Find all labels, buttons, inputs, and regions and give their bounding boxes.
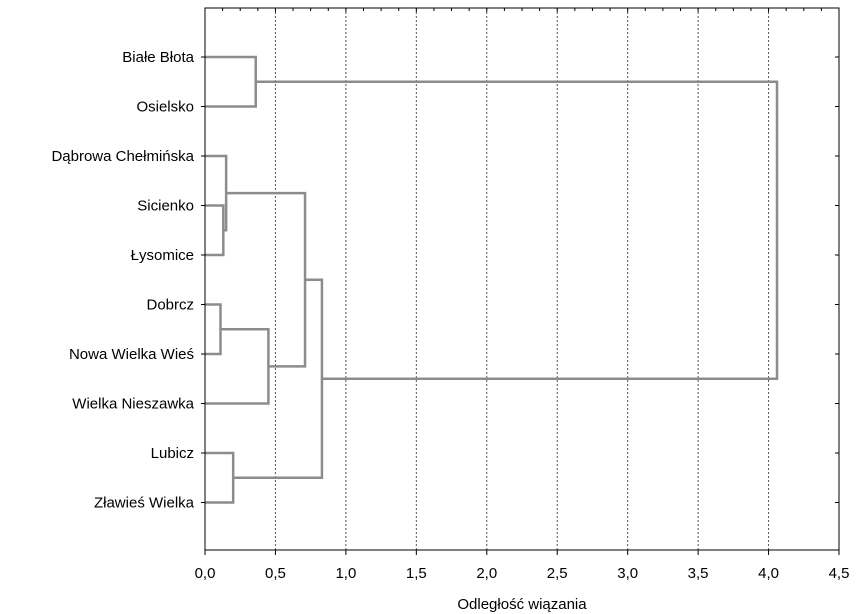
leaf-label: Zławieś Wielka bbox=[94, 495, 195, 512]
x-tick-label: 2,0 bbox=[476, 565, 497, 582]
leaf-label: Dobrcz bbox=[146, 297, 194, 314]
x-tick-label: 3,0 bbox=[617, 565, 638, 582]
x-tick-labels: 0,0 0,5 1,0 1,5 2,0 2,5 3,0 3,5 4,0 4,5 bbox=[195, 565, 850, 582]
x-axis-title: Odległość wiązania bbox=[457, 596, 587, 613]
plot-frame bbox=[204, 7, 840, 551]
merge-link bbox=[255, 80, 779, 380]
merge-link bbox=[205, 55, 257, 108]
leaf-labels: Białe Błota Osielsko Dąbrowa Chełmińska Sic… bbox=[51, 49, 194, 512]
axis-ticks bbox=[201, 8, 840, 555]
leaf-label: Wielka Nieszawka bbox=[72, 396, 194, 413]
x-tick-label: 0,5 bbox=[265, 565, 286, 582]
x-tick-label: 1,5 bbox=[406, 565, 427, 582]
x-tick-label: 4,5 bbox=[829, 565, 850, 582]
merge-link bbox=[205, 154, 228, 232]
merge-link bbox=[233, 278, 324, 479]
x-tick-label: 1,0 bbox=[335, 565, 356, 582]
leaf-label: Łysomice bbox=[131, 247, 194, 264]
leaf-label: Dąbrowa Chełmińska bbox=[51, 148, 194, 165]
merge-link bbox=[205, 451, 235, 504]
merge-link bbox=[205, 328, 270, 405]
x-tick-label: 3,5 bbox=[688, 565, 709, 582]
dendrogram-links bbox=[205, 55, 779, 504]
leaf-label: Sicienko bbox=[137, 198, 194, 215]
leaf-label: Osielsko bbox=[136, 99, 194, 116]
leaf-label: Lubicz bbox=[151, 445, 194, 462]
merge-link bbox=[226, 191, 307, 368]
leaf-label: Białe Błota bbox=[122, 49, 194, 66]
x-tick-label: 0,0 bbox=[195, 565, 216, 582]
merge-link bbox=[205, 303, 222, 356]
leaf-label: Nowa Wielka Wieś bbox=[69, 346, 194, 363]
grid-lines bbox=[274, 8, 770, 550]
x-tick-label: 2,5 bbox=[547, 565, 568, 582]
x-tick-label: 4,0 bbox=[758, 565, 779, 582]
merge-link bbox=[205, 204, 225, 257]
